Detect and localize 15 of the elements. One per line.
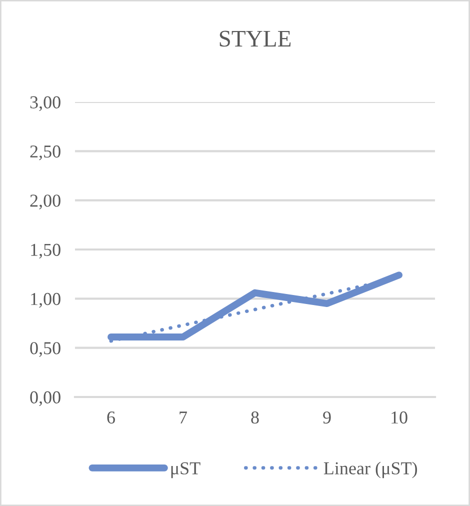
legend-label: μST: [171, 462, 200, 478]
y-tick-label: 1,50: [31, 244, 60, 259]
x-tick-label: 6: [107, 411, 115, 424]
chart-title: STYLE: [220, 30, 291, 47]
legend-label: Linear (μST): [324, 462, 417, 478]
x-tick-label: 7: [180, 412, 187, 424]
y-tick-label: 0,50: [30, 342, 60, 357]
y-tick-label: 0,00: [30, 391, 60, 406]
y-tick-label: 3,00: [30, 96, 60, 112]
x-tick-label: 9: [323, 411, 331, 424]
y-tick-label: 2,00: [30, 194, 60, 210]
y-tick-label: 2,50: [30, 145, 60, 160]
x-tick-label: 10: [392, 411, 408, 424]
y-tick-label: 1,00: [31, 292, 60, 308]
x-tick-label: 8: [251, 411, 259, 424]
